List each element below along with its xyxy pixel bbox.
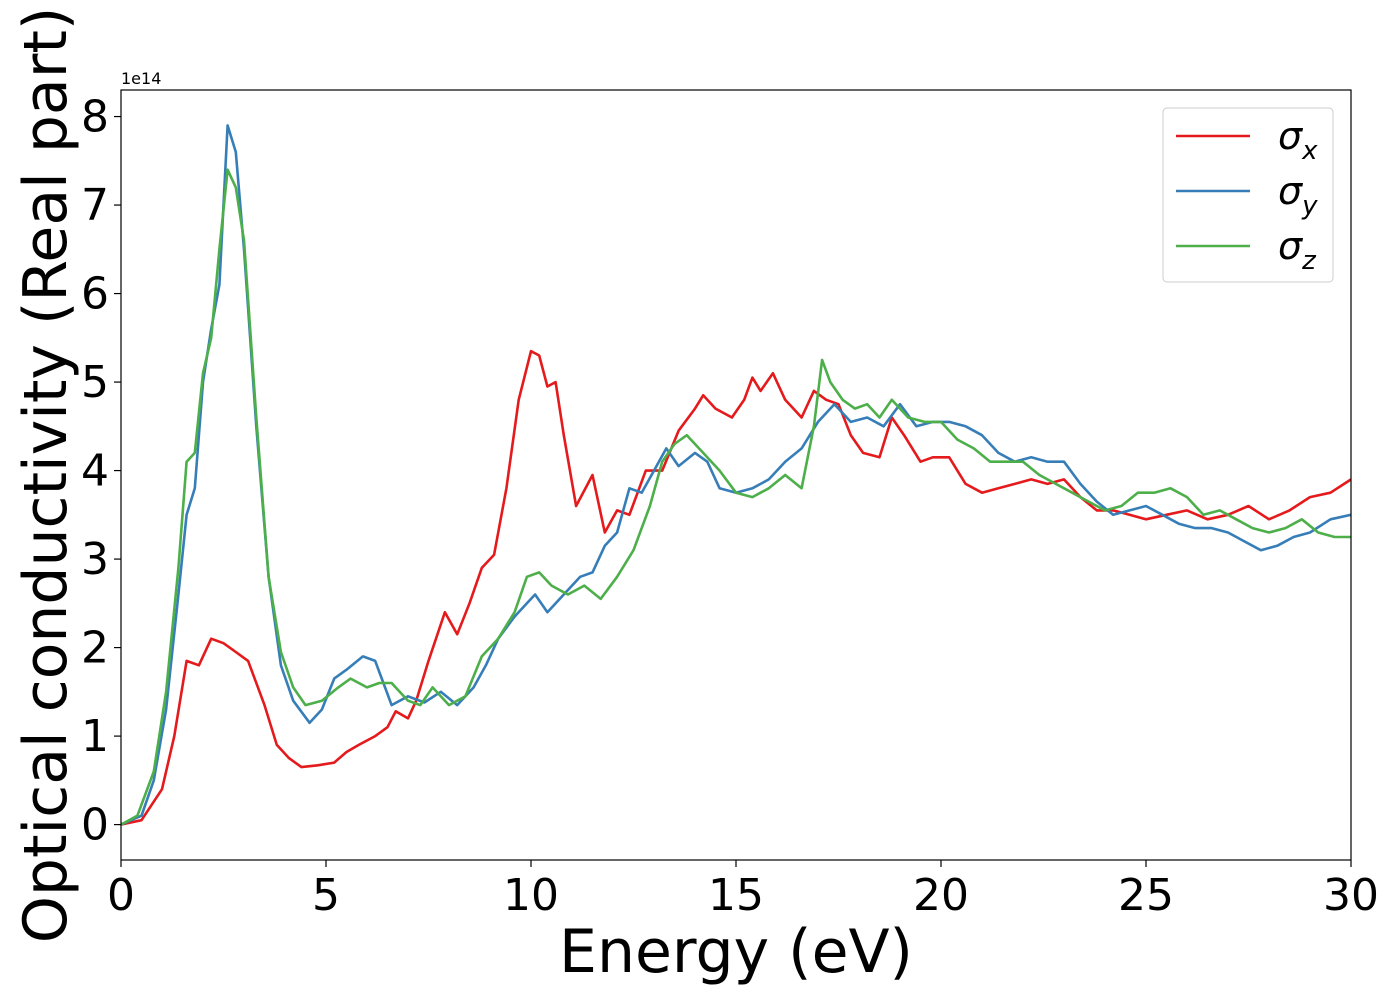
x-tick-label: 25 [1118,870,1174,921]
y-tick-label: 5 [81,357,109,408]
x-tick-label: 5 [312,870,340,921]
legend-label-x: σx [1278,114,1318,166]
legend-label-z: σz [1278,224,1317,276]
x-axis-ticks: 0 5 10 15 20 25 30 [107,860,1379,921]
series-lines [121,124,1351,826]
series-line-x [121,349,1351,826]
y-offset-text: 1e14 [121,69,161,88]
x-axis-label: Energy (eV) [559,917,913,987]
y-axis-label: Optical conductivity (Real part) [11,7,81,944]
y-tick-label: 1 [81,711,109,762]
y-tick-label: 7 [81,180,109,231]
legend-box [1162,107,1334,283]
y-tick-label: 8 [81,92,109,143]
y-tick-label: 6 [81,269,109,320]
x-tick-label: 20 [913,870,969,921]
series-line-z [121,168,1351,826]
x-tick-label: 30 [1323,870,1379,921]
legend-label-y: σy [1278,169,1318,221]
x-tick-label: 15 [708,870,764,921]
y-tick-label: 2 [81,623,109,674]
x-tick-label: 10 [503,870,559,921]
y-tick-label: 3 [81,534,109,585]
y-tick-label: 0 [81,800,109,851]
y-axis-ticks: 0 1 2 3 4 5 6 7 8 [81,92,121,851]
x-tick-label: 0 [107,870,135,921]
y-tick-label: 4 [81,446,109,497]
